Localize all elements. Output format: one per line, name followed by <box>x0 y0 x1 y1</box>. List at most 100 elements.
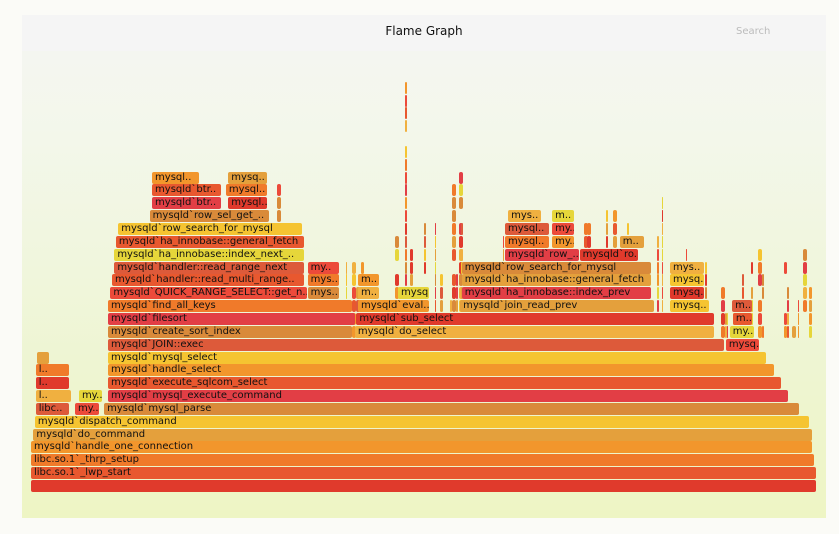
frame-sliver[interactable] <box>404 81 407 94</box>
frame-sliver[interactable] <box>455 300 458 313</box>
frame[interactable]: mysqld`handler::read_range_next <box>114 261 305 274</box>
frame-sliver[interactable] <box>452 300 456 313</box>
frame-sliver[interactable] <box>803 248 807 261</box>
frame[interactable]: l.. <box>35 364 69 377</box>
frame-sliver[interactable] <box>606 223 608 235</box>
frame-sliver[interactable] <box>803 274 807 287</box>
frame-sliver[interactable] <box>458 287 464 300</box>
frame[interactable]: mysqld`mysql_select <box>108 351 767 364</box>
frame-sliver[interactable] <box>808 325 813 338</box>
frame[interactable]: mysqld`ha_innobase::index_next_.. <box>114 248 305 261</box>
frame[interactable]: mysqld`eval.. <box>357 300 430 313</box>
frame[interactable]: my.. <box>552 223 574 235</box>
frame-sliver[interactable] <box>424 235 427 248</box>
frame-sliver[interactable] <box>351 287 357 300</box>
frame-sliver[interactable] <box>656 261 659 274</box>
frame[interactable]: m.. <box>732 312 752 325</box>
frame-sliver[interactable] <box>452 210 456 223</box>
frame-sliver[interactable] <box>783 261 787 274</box>
frame[interactable]: mysq.. <box>228 171 268 184</box>
frame-sliver[interactable] <box>587 223 591 235</box>
frame-sliver[interactable] <box>661 300 663 313</box>
frame-sliver[interactable] <box>458 223 464 235</box>
frame-sliver[interactable] <box>439 300 443 313</box>
frame-sliver[interactable] <box>724 325 727 338</box>
frame-sliver[interactable] <box>727 325 729 338</box>
frame-sliver[interactable] <box>351 261 357 274</box>
frame-sliver[interactable] <box>435 223 437 235</box>
frame-sliver[interactable] <box>661 235 663 248</box>
frame-sliver[interactable] <box>797 300 799 313</box>
frame-sliver[interactable] <box>404 197 407 210</box>
frame-sliver[interactable] <box>452 287 456 300</box>
frame[interactable]: mysqld`row_search_for_mysql <box>461 261 651 274</box>
frame-sliver[interactable] <box>757 300 762 313</box>
frame[interactable]: mysqld`QUICK_RANGE_SELECT::get_n.. <box>110 287 308 300</box>
frame-sliver[interactable] <box>808 300 813 313</box>
frame-sliver[interactable] <box>803 300 807 313</box>
frame-sliver[interactable] <box>661 223 663 235</box>
frame-sliver[interactable] <box>351 300 357 313</box>
frame-sliver[interactable] <box>458 248 464 261</box>
frame[interactable] <box>37 351 49 364</box>
frame-sliver[interactable] <box>424 261 427 274</box>
frame-sliver[interactable] <box>661 274 663 287</box>
frame[interactable]: mysq.. <box>725 338 759 351</box>
frame[interactable]: mysqld`handle_one_connection <box>31 441 813 454</box>
frame-sliver[interactable] <box>435 274 437 287</box>
frame-sliver[interactable] <box>410 248 413 261</box>
frame[interactable]: mysql.. <box>225 184 267 197</box>
frame[interactable]: mysqld`row_sel_get_.. <box>149 210 269 223</box>
frame-sliver[interactable] <box>277 210 282 223</box>
frame[interactable]: libc.so.1`_lwp_start <box>31 467 816 480</box>
frame[interactable]: mysql.. <box>504 223 549 235</box>
frame-sliver[interactable] <box>277 184 282 197</box>
frame-sliver[interactable] <box>404 120 407 133</box>
frame[interactable]: my.. <box>78 390 102 403</box>
frame[interactable]: mysqld`ha_innobase::index_prev <box>461 287 651 300</box>
frame-sliver[interactable] <box>783 325 787 338</box>
frame[interactable]: libc.so.1`_thrp_setup <box>31 454 814 467</box>
frame-sliver[interactable] <box>705 274 707 287</box>
frame-sliver[interactable] <box>803 261 807 274</box>
frame-sliver[interactable] <box>461 248 464 261</box>
frame-sliver[interactable] <box>435 300 437 313</box>
frame-sliver[interactable] <box>458 235 464 248</box>
frame-sliver[interactable] <box>404 94 407 107</box>
frame[interactable]: mysq.. <box>670 274 705 287</box>
frame-sliver[interactable] <box>613 235 617 248</box>
frame-sliver[interactable] <box>395 248 400 261</box>
frame[interactable]: mysqld`handle_select <box>108 364 774 377</box>
frame-sliver[interactable] <box>439 287 443 300</box>
frame-sliver[interactable] <box>762 274 764 287</box>
frame[interactable]: l.. <box>35 377 69 390</box>
frame-sliver[interactable] <box>661 210 663 223</box>
frame[interactable]: my.. <box>552 235 574 248</box>
frame-sliver[interactable] <box>345 274 348 287</box>
frame[interactable]: mysqld`mysql_parse <box>104 402 800 415</box>
frame[interactable]: mysqld`ro.. <box>579 248 639 261</box>
frame-sliver[interactable] <box>792 325 797 338</box>
frame[interactable]: l.. <box>35 390 71 403</box>
frame[interactable] <box>31 480 816 492</box>
frame[interactable]: mysqld`row_search_for_mysql <box>118 223 302 235</box>
frame-sliver[interactable] <box>458 261 464 274</box>
frame[interactable]: mysq.. <box>398 287 430 300</box>
frame[interactable]: mys.. <box>307 274 339 287</box>
frame-sliver[interactable] <box>583 235 588 248</box>
frame-sliver[interactable] <box>277 197 282 210</box>
frame[interactable]: mys.. <box>307 287 339 300</box>
frame-sliver[interactable] <box>808 287 813 300</box>
frame[interactable]: mysqld`row_.. <box>504 248 579 261</box>
frame-sliver[interactable] <box>727 312 729 325</box>
frame-sliver[interactable] <box>661 287 663 300</box>
frame-sliver[interactable] <box>410 274 413 287</box>
frame-sliver[interactable] <box>345 287 348 300</box>
frame-sliver[interactable] <box>661 248 663 261</box>
frame-sliver[interactable] <box>404 145 407 158</box>
frame-sliver[interactable] <box>435 235 437 248</box>
frame-sliver[interactable] <box>720 312 725 325</box>
frame-sliver[interactable] <box>404 261 407 274</box>
frame-sliver[interactable] <box>705 287 707 300</box>
frame[interactable]: mysqld`btr.. <box>152 184 221 197</box>
